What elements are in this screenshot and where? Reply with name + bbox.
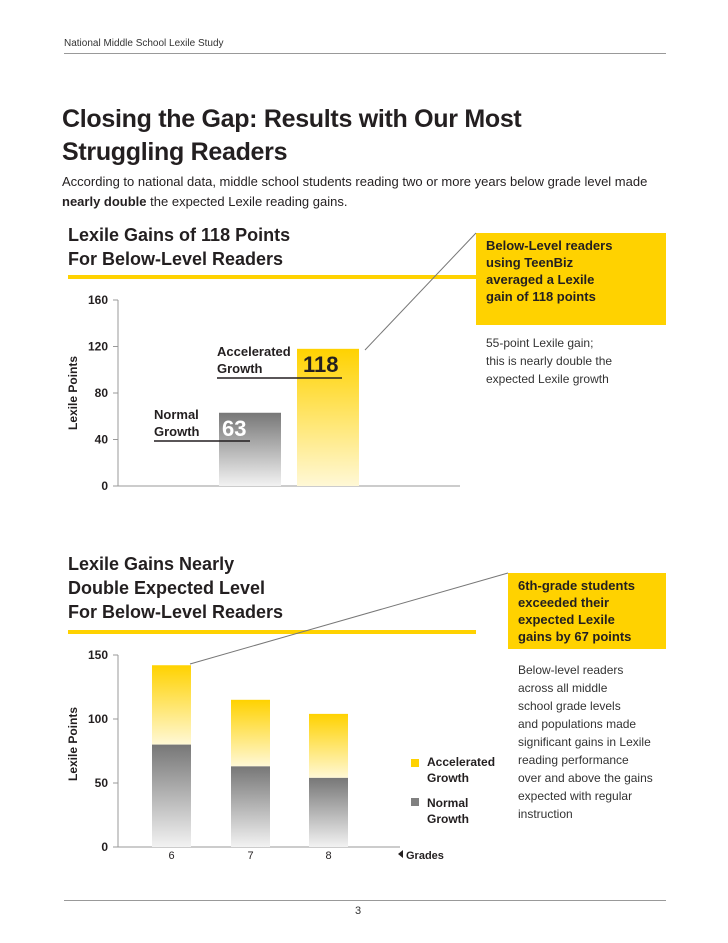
chart1-title-line1: Lexile Gains of 118 Points: [68, 225, 291, 245]
chart2-callout-text-line: school grade levels: [518, 699, 621, 713]
chart2-bar-normal: [152, 744, 191, 847]
chart2-y-tick-label: 0: [101, 840, 108, 854]
legend-accelerated: Accelerated Growth: [427, 754, 495, 786]
chart1-data-label: 63: [222, 416, 246, 441]
chart1-y-tick-label: 120: [88, 340, 108, 354]
chart2-y-tick-label: 150: [88, 648, 108, 662]
chart2-bar-accelerated: [152, 665, 191, 745]
chart1-y-axis-label: Lexile Points: [66, 356, 80, 430]
chart2: 0 50 100 150 Lexile Points 6 7 8 Grades: [66, 572, 509, 862]
chart2-callout-box: 6th-grade students exceeded their expect…: [508, 573, 666, 649]
chart1-callout-leader: [364, 232, 477, 351]
chart2-x-tick-label: 6: [168, 850, 174, 862]
chart1-title-underline: [68, 275, 476, 279]
chart2-y-tick-label: 100: [88, 712, 108, 726]
chart2-title-line3: For Below-Level Readers: [68, 602, 284, 622]
chart1-bar: [219, 412, 281, 486]
chart1-annotation: Growth: [154, 424, 200, 439]
running-header: National Middle School Lexile Study: [64, 38, 224, 49]
chart1-y-tick-label: 160: [88, 293, 108, 307]
chart2-callout-text-line: over and above the gains: [518, 771, 653, 785]
chart1-y-tick-label: 0: [101, 479, 108, 493]
footer-rule: [64, 900, 666, 901]
chart1-callout-text-line: expected Lexile growth: [486, 372, 609, 386]
chart2-callout-text-line: significant gains in Lexile: [518, 735, 651, 749]
chart1-title-line2: For Below-Level Readers: [68, 249, 284, 269]
intro-paragraph: According to national data, middle schoo…: [62, 172, 672, 212]
chart1: 0 40 80 120 160 Lexile Points 63 118 Normal Growt…: [66, 232, 477, 493]
chart1-callout-text-line: 55-point Lexile gain;: [486, 336, 594, 350]
chart2-callout-leader: [189, 572, 509, 665]
chart1-y-tick-label: 40: [95, 433, 109, 447]
chart2-x-tick-label: 8: [325, 850, 331, 862]
chart2-callout-text: Below-level readers across all middle sc…: [518, 661, 668, 823]
legend-swatch-accelerated: [411, 759, 419, 767]
chart1-callout-line: Below-Level readers: [486, 238, 613, 253]
intro-text-2: the expected Lexile reading gains.: [150, 194, 348, 209]
chart2-callout-text-line: Below-level readers: [518, 663, 624, 677]
chart2-bar-normal: [309, 777, 348, 847]
chart1-data-label: 118: [303, 352, 339, 377]
chart1-callout-line: gain of 118 points: [486, 289, 596, 304]
chart1-bar: [297, 348, 359, 486]
chart2-bar-accelerated: [231, 699, 270, 767]
chart2-callout-text-line: across all middle: [518, 681, 608, 695]
page-title: Closing the Gap: Results with Our Most S…: [62, 105, 522, 166]
chart1-callout-text-line: this is nearly double the: [486, 354, 613, 368]
intro-text-1: According to national data, middle schoo…: [62, 174, 648, 189]
chart1-annotation: Normal: [154, 407, 199, 422]
legend-accelerated-line1: Accelerated: [427, 755, 496, 769]
chart2-y-tick-label: 50: [95, 776, 109, 790]
page-number: 3: [355, 905, 362, 917]
chart2-callout-text-line: reading performance: [518, 753, 629, 767]
intro-bold: nearly double: [62, 194, 147, 209]
chart2-x-tick-label: 7: [247, 850, 253, 862]
chart2-callout-text-line: instruction: [518, 807, 573, 821]
chart2-title-line1: Lexile Gains Nearly: [68, 554, 235, 574]
legend-accelerated-line2: Growth: [427, 771, 469, 785]
chart1-callout-text: 55-point Lexile gain; this is nearly dou…: [486, 334, 666, 388]
legend-normal-line2: Growth: [427, 812, 469, 826]
chart1-title: Lexile Gains of 118 Points For Below-Lev…: [68, 223, 290, 271]
chart2-x-axis-label: Grades: [406, 850, 444, 862]
chart2-callout-line: exceeded their: [518, 595, 610, 610]
chart1-callout-box: Below-Level readers using TeenBiz averag…: [476, 233, 666, 325]
chart2-y-axis-label: Lexile Points: [66, 707, 80, 781]
chart2-x-axis-marker: [398, 850, 403, 858]
legend-normal-line1: Normal: [427, 796, 469, 810]
chart1-annotation: Growth: [217, 361, 263, 376]
chart2-title-line2: Double Expected Level: [68, 578, 266, 598]
chart2-bar-normal: [231, 766, 270, 847]
header-rule: [64, 53, 666, 54]
chart2-callout-line: 6th-grade students: [518, 578, 636, 593]
chart2-callout-line: expected Lexile: [518, 612, 615, 627]
chart2-callout-line: gains by 67 points: [518, 629, 632, 644]
chart2-callout-text-line: and populations made: [518, 717, 637, 731]
chart2-callout-text-line: expected with regular: [518, 789, 633, 803]
legend-normal: Normal Growth: [427, 795, 469, 827]
chart1-y-tick-label: 80: [95, 386, 109, 400]
chart2-title: Lexile Gains Nearly Double Expected Leve…: [68, 552, 283, 624]
chart2-bar-accelerated: [309, 713, 348, 778]
chart1-callout-line: using TeenBiz: [486, 255, 574, 270]
chart1-callout-line: averaged a Lexile: [486, 272, 595, 287]
chart1-annotation: Accelerated: [217, 344, 291, 359]
legend-swatch-normal: [411, 798, 419, 806]
chart2-title-underline: [68, 630, 476, 634]
